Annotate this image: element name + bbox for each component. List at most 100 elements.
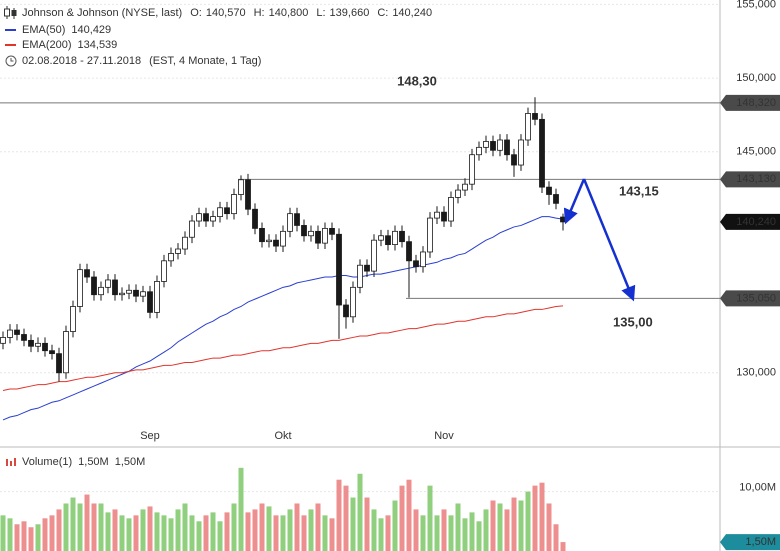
x-tick-label: Okt <box>274 430 291 442</box>
level-label: 143,130 <box>736 173 776 185</box>
volume-bar <box>259 503 265 551</box>
x-tick-label: Nov <box>434 430 454 442</box>
level-label: 148,320 <box>736 97 776 109</box>
volume-last-label: 1,50M <box>745 536 776 548</box>
candle-body <box>378 235 384 241</box>
level-note: 148,30 <box>397 74 437 89</box>
volume-bar <box>133 515 139 551</box>
legend-value: 134,539 <box>78 39 118 51</box>
volume-bar <box>476 521 482 551</box>
volume-bar <box>7 518 13 551</box>
volume-bar <box>504 509 510 551</box>
volume-bar <box>392 500 398 551</box>
candle-body <box>357 264 363 288</box>
volume-bar <box>154 512 160 551</box>
candle-body <box>0 337 6 344</box>
legend-label: EMA(200) <box>22 39 72 51</box>
volume-bar <box>525 491 531 551</box>
candle-body <box>56 353 62 374</box>
volume-bar <box>28 527 34 551</box>
candle-body <box>476 146 482 156</box>
volume-bar <box>378 518 384 551</box>
volume-bar <box>364 497 370 551</box>
volume-bar <box>126 518 132 551</box>
candle-body <box>364 264 370 272</box>
volume-bar <box>294 503 300 551</box>
candle-body <box>413 260 419 268</box>
candle-body <box>434 211 440 219</box>
volume-bar <box>287 509 293 551</box>
candle-body <box>329 227 335 235</box>
quote-key: O: <box>190 7 202 19</box>
candle-body <box>189 220 195 238</box>
candle-body <box>259 227 265 243</box>
candle-body <box>21 334 27 341</box>
volume-legend-value: 1,50M <box>115 456 146 468</box>
volume-bar <box>49 515 55 551</box>
volume-bar <box>35 524 41 551</box>
volume-bar <box>105 512 111 551</box>
quote-key: H: <box>254 7 265 19</box>
volume-bar <box>434 515 440 551</box>
candle-body <box>441 211 447 222</box>
volume-bar <box>189 515 195 551</box>
candle-body <box>196 213 202 222</box>
volume-bar <box>301 515 307 551</box>
clock-icon <box>5 55 17 67</box>
volume-bar <box>308 509 314 551</box>
volume-bar <box>329 518 335 551</box>
volume-bar <box>420 515 426 551</box>
candle-body <box>70 306 76 332</box>
volume-bar <box>112 509 118 551</box>
volume-bar <box>0 515 6 551</box>
level-box <box>720 94 780 111</box>
volume-legend-label: Volume(1) <box>22 456 72 468</box>
candle-body <box>336 233 342 306</box>
candle-body <box>539 118 545 188</box>
volume-bar <box>119 515 125 551</box>
candle-body <box>308 230 314 237</box>
volume-bar <box>413 509 419 551</box>
volume-bar <box>91 503 97 551</box>
candle-icon <box>4 6 17 19</box>
candle-body <box>7 329 13 338</box>
volume-legend-value: 1,50M <box>78 456 109 468</box>
candle-body <box>560 216 566 223</box>
volume-bar <box>238 467 244 551</box>
volume-bar <box>217 521 223 551</box>
candle-body <box>28 339 34 347</box>
volume-last-box <box>720 534 780 551</box>
volume-bar <box>42 518 48 551</box>
candle-body <box>119 292 125 296</box>
legend-label: EMA(50) <box>22 24 65 36</box>
candle-body <box>140 291 146 297</box>
candle-body <box>266 239 272 243</box>
candle-body <box>98 286 104 296</box>
candle-body <box>525 113 531 141</box>
candle-body <box>168 253 174 262</box>
candle-body <box>105 279 111 288</box>
last-price-box <box>720 213 780 230</box>
candle-body <box>287 213 293 232</box>
candle-body <box>315 230 321 244</box>
candle-body <box>112 279 118 296</box>
forecast-leg <box>563 178 586 225</box>
volume-bar <box>14 524 20 551</box>
candle-body <box>49 350 55 355</box>
candle-body <box>448 197 454 222</box>
candle-body <box>392 230 398 246</box>
volume-bar <box>231 503 237 551</box>
volume-bar <box>63 503 69 551</box>
candle-body <box>518 139 524 166</box>
volume-bar <box>273 515 279 551</box>
period-note: (EST, 4 Monate, 1 Tag) <box>149 55 261 67</box>
volume-bar <box>553 524 559 551</box>
quote-value: 140,240 <box>392 7 432 19</box>
volume-bar <box>98 503 104 551</box>
volume-bar <box>385 515 391 551</box>
volume-bar <box>168 518 174 551</box>
volume-bar <box>252 509 258 551</box>
candle-body <box>455 189 461 198</box>
candle-body <box>84 269 90 278</box>
